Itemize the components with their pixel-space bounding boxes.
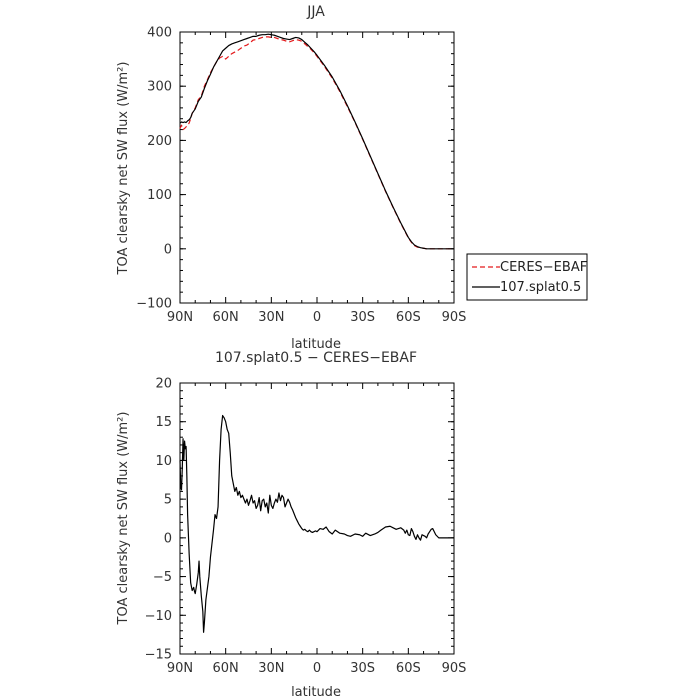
bottom-x-tick-label: 30N xyxy=(258,661,284,676)
bottom-x-tick-label: 30S xyxy=(350,661,375,676)
bottom-x-tick-label: 60S xyxy=(396,661,421,676)
top-x-tick-label: 90S xyxy=(442,310,467,325)
top-plot-area: 90N 60N 30N 0 30S 60S 90S −100 0 100 200 300 400 xyxy=(136,26,466,326)
top-x-tick-label: 30N xyxy=(258,310,284,325)
top-x-tick-label: 60N xyxy=(213,310,239,325)
bottom-y-tick-label: 0 xyxy=(164,531,172,546)
bottom-y-tick-label: −10 xyxy=(145,609,172,624)
bottom-y-tick-label: 5 xyxy=(164,493,172,508)
top-y-tick-label: 100 xyxy=(147,188,172,203)
top-x-tick-label: 0 xyxy=(313,310,321,325)
bottom-chart-ylabel: TOA clearsky net SW flux (W/m²) xyxy=(116,412,131,626)
bottom-x-tick-label: 90N xyxy=(167,661,193,676)
legend-box xyxy=(466,253,588,301)
top-x-tick-label: 30S xyxy=(350,310,375,325)
legend-entry-model: 107.splat0.5 xyxy=(500,280,581,295)
top-x-tick-label: 90N xyxy=(167,310,193,325)
top-series-line-1 xyxy=(179,33,454,250)
legend: CERES−EBAF 107.splat0.5 xyxy=(466,253,588,301)
top-y-tick-label: 400 xyxy=(147,26,172,41)
top-x-tick-label: 60S xyxy=(396,310,421,325)
legend-entry-ceres: CERES−EBAF xyxy=(500,260,587,275)
bottom-x-tick-label: 60N xyxy=(213,661,239,676)
bottom-y-tick-label: −15 xyxy=(145,648,172,663)
top-plot-frame xyxy=(179,31,455,304)
top-series-line-0 xyxy=(179,36,454,250)
bottom-x-tick-label: 0 xyxy=(313,661,321,676)
bottom-series-line-0 xyxy=(179,414,454,633)
bottom-x-tick-label: 90S xyxy=(442,661,467,676)
bottom-chart-xlabel: latitude xyxy=(291,685,341,700)
bottom-chart-panel: 107.splat0.5 − CERES−EBAF latitude TOA c… xyxy=(116,350,466,700)
top-y-tick-label: 200 xyxy=(147,134,172,149)
top-chart-title: JJA xyxy=(306,4,325,20)
top-y-tick-label: 0 xyxy=(164,242,172,257)
bottom-chart-title: 107.splat0.5 − CERES−EBAF xyxy=(215,350,417,366)
bottom-plot-area: 90N 60N 30N 0 30S 60S 90S −15 −10 −5 0 5 10 15 20 xyxy=(145,377,467,677)
top-chart-xlabel: latitude xyxy=(291,337,341,352)
top-y-tick-label: 300 xyxy=(147,80,172,95)
top-chart-panel: JJA latitude TOA clearsky net SW flux (W… xyxy=(116,4,466,352)
top-y-tick-label: −100 xyxy=(136,297,172,312)
bottom-plot-frame xyxy=(179,382,455,655)
bottom-y-tick-label: −5 xyxy=(153,570,172,585)
bottom-y-tick-label: 15 xyxy=(155,415,172,430)
bottom-y-tick-label: 20 xyxy=(155,377,172,392)
top-chart-ylabel: TOA clearsky net SW flux (W/m²) xyxy=(116,62,131,276)
bottom-y-tick-label: 10 xyxy=(155,454,172,469)
